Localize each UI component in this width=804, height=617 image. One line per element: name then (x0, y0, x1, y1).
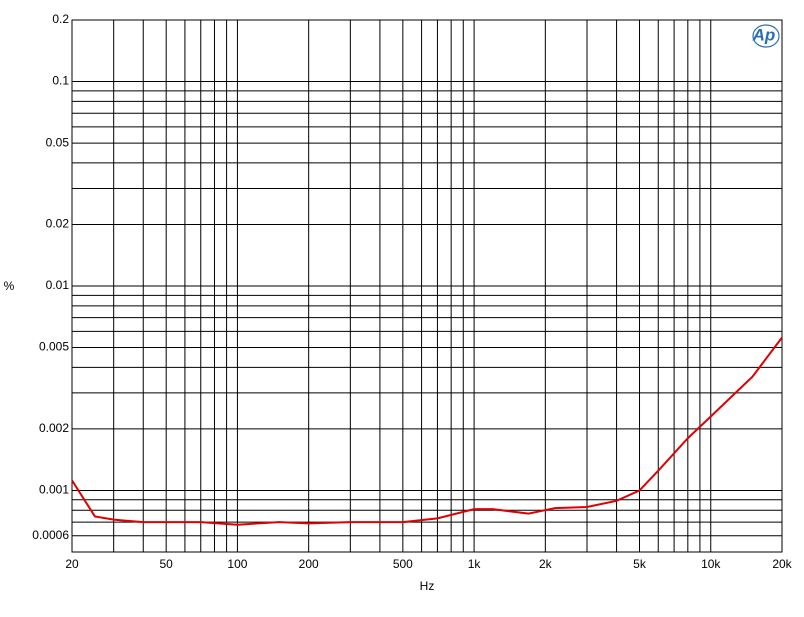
y-tick-label: 0.01 (46, 278, 70, 292)
logo-ring (752, 24, 780, 48)
x-tick-label: 10k (701, 557, 721, 571)
y-tick-label: 0.001 (39, 483, 69, 497)
x-axis-label: Hz (420, 579, 435, 593)
x-tick-label: 20k (772, 557, 792, 571)
x-tick-label: 50 (159, 557, 173, 571)
x-tick-label: 500 (393, 557, 413, 571)
data-line (71, 336, 783, 526)
y-tick-label: 0.002 (39, 421, 69, 435)
x-tick-label: 2k (539, 557, 553, 571)
x-tick-label: 200 (299, 557, 319, 571)
x-tick-label: 5k (633, 557, 647, 571)
x-tick-label: 1k (468, 557, 482, 571)
logo: Ap (752, 25, 776, 44)
y-tick-label: 0.05 (46, 135, 70, 149)
y-tick-label: 0.0006 (32, 528, 69, 542)
x-tick-label: 100 (227, 557, 247, 571)
y-tick-label: 0.1 (52, 74, 69, 88)
x-tick-label: 20 (65, 557, 79, 571)
y-tick-label: 0.02 (46, 217, 70, 231)
y-axis-label: % (4, 279, 15, 293)
y-tick-label: 0.2 (52, 12, 69, 26)
y-tick-label: 0.005 (39, 340, 69, 354)
